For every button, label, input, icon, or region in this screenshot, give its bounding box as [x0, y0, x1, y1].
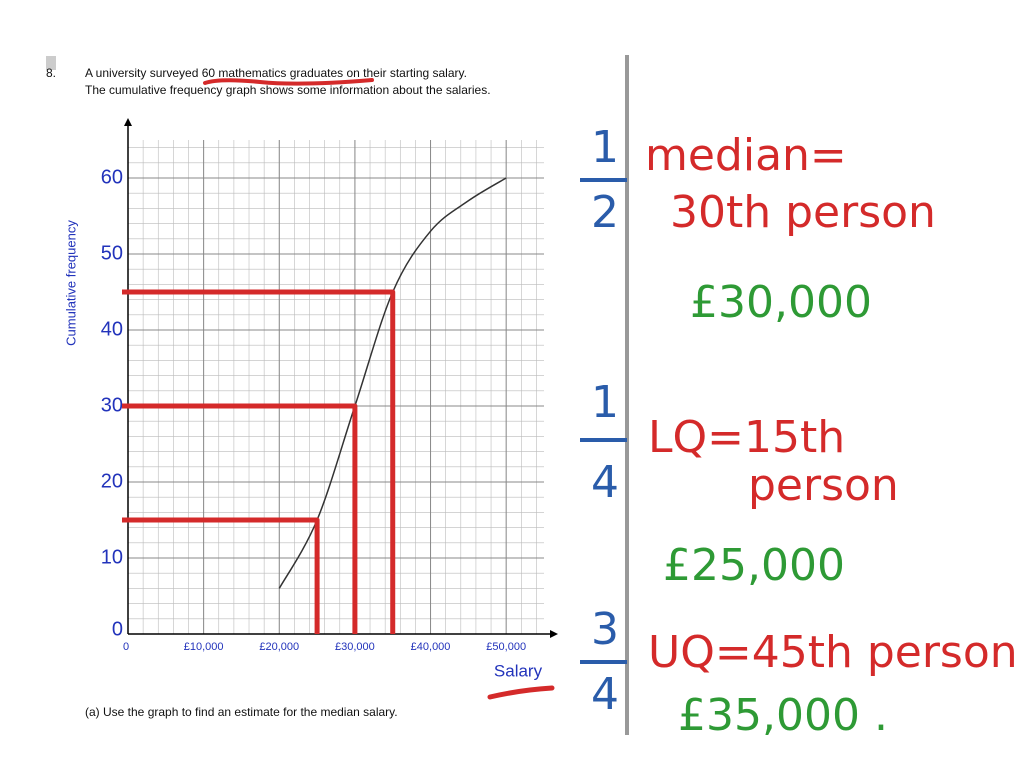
fraction-numerator: 3 [591, 604, 619, 655]
x-axis-label: Salary [494, 661, 543, 680]
underline [203, 78, 374, 86]
handwritten-note: £35,000 . [678, 690, 888, 741]
x-axis-arrow [550, 630, 558, 638]
underline [487, 685, 555, 700]
handwritten-note: £30,000 [690, 277, 872, 328]
y-tick-label: 50 [101, 242, 123, 264]
question-line: The cumulative frequency graph shows som… [85, 83, 491, 97]
notes: 1 2 1 4 3 4 median= 30th person £30,000 LQ=15thpe… [580, 122, 1018, 741]
fraction-denominator: 4 [591, 457, 619, 508]
y-tick-label: 30 [101, 394, 123, 416]
question-part: (a) Use the graph to find an estimate fo… [85, 705, 398, 719]
x-tick-label: £20,000 [259, 641, 299, 653]
handwritten-note: LQ=15th [648, 412, 845, 463]
x-tick-label: £30,000 [335, 641, 375, 653]
x-tick-label: £40,000 [411, 641, 451, 653]
question-line: A university surveyed 60 mathematics gra… [85, 66, 467, 80]
x-tick-label: £10,000 [184, 641, 224, 653]
handwritten-note: person [748, 460, 899, 511]
question-number: 8. [46, 66, 56, 80]
fraction-numerator: 1 [591, 122, 619, 173]
y-tick-label: 10 [101, 546, 123, 568]
reading-line [122, 403, 358, 634]
x-tick-label: £50,000 [486, 641, 526, 653]
handwritten-note: median= [645, 130, 847, 181]
y-axis-label: Cumulative frequency [63, 220, 78, 346]
y-tick-label: 60 [101, 166, 123, 188]
y-axis-arrow [124, 118, 132, 126]
plot: 0 £10,000 £20,000 £30,000 £40,000 £50,000 0 10 2… [101, 118, 558, 653]
y-tick-label: 20 [101, 470, 123, 492]
reading-line [122, 289, 396, 634]
reading-line [122, 517, 320, 634]
y-tick-label: 0 [112, 618, 123, 640]
handwritten-note: 30th person [670, 187, 936, 238]
handwritten-note: UQ=45th person [648, 627, 1018, 678]
fraction-numerator: 1 [591, 377, 619, 428]
handwritten-note: £25,000 [663, 540, 845, 591]
fraction-denominator: 4 [591, 669, 619, 720]
scan-mark [46, 56, 56, 70]
y-tick-label: 40 [101, 318, 123, 340]
fraction-denominator: 2 [591, 187, 619, 238]
x-tick-label: 0 [123, 641, 129, 653]
